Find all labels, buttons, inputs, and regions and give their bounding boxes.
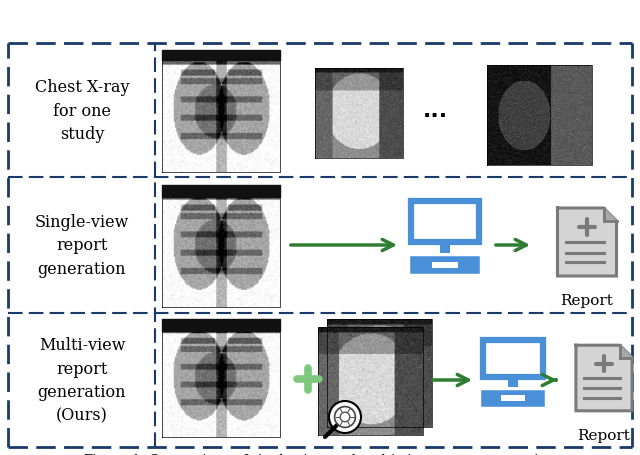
Text: ...: ...: [422, 101, 447, 121]
Polygon shape: [576, 345, 632, 411]
Polygon shape: [604, 208, 616, 222]
FancyBboxPatch shape: [412, 202, 479, 242]
Polygon shape: [620, 345, 632, 358]
FancyBboxPatch shape: [440, 243, 450, 253]
FancyBboxPatch shape: [413, 259, 477, 271]
Text: Multi-view
report
generation
(Ours): Multi-view report generation (Ours): [38, 337, 126, 424]
Circle shape: [329, 401, 361, 433]
FancyBboxPatch shape: [483, 340, 543, 377]
Text: Chest X-ray
for one
study: Chest X-ray for one study: [35, 79, 129, 143]
FancyBboxPatch shape: [432, 263, 458, 269]
Text: Report: Report: [577, 428, 630, 442]
Polygon shape: [557, 208, 616, 276]
FancyBboxPatch shape: [508, 378, 518, 388]
Text: Report: Report: [561, 293, 613, 307]
Text: Single-view
report
generation: Single-view report generation: [35, 213, 129, 278]
FancyBboxPatch shape: [502, 395, 525, 401]
FancyBboxPatch shape: [484, 393, 542, 404]
Text: Figure 1: Comparison of single-view and multi-view report generation.: Figure 1: Comparison of single-view and …: [82, 453, 558, 455]
